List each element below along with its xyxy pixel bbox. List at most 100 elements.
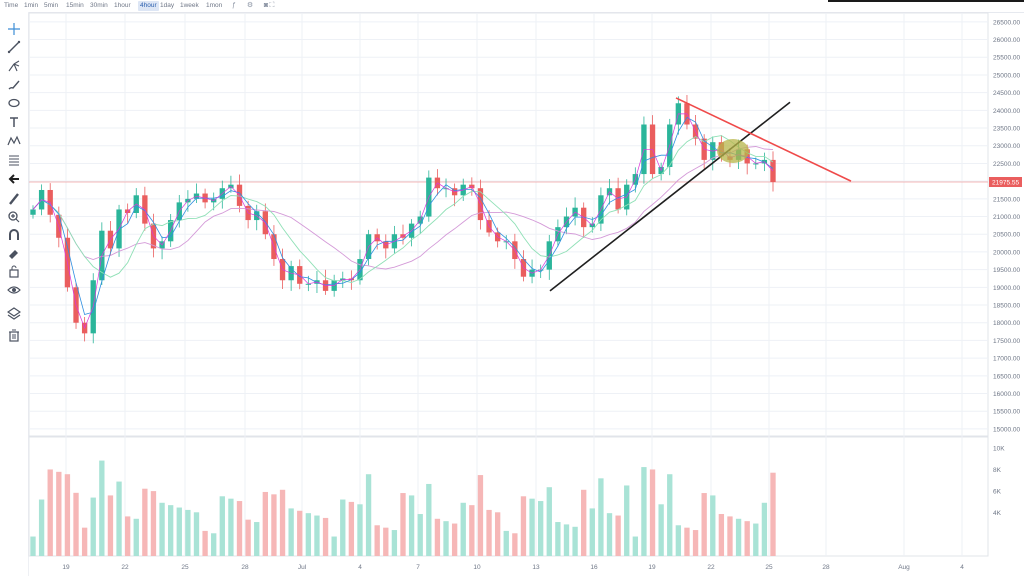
volume-bar bbox=[56, 471, 62, 556]
legend-toggle-icon[interactable] bbox=[112, 52, 121, 61]
candle-body bbox=[288, 266, 294, 281]
volume-bar bbox=[598, 478, 604, 556]
lock-draw-icon[interactable] bbox=[7, 246, 21, 260]
timeframe-4hour[interactable]: 4hour bbox=[138, 1, 159, 11]
layers-icon[interactable] bbox=[7, 306, 21, 320]
volume-bar bbox=[460, 502, 466, 556]
watermark-text: Chart by TradingView bbox=[57, 415, 125, 422]
x-tick-label: 25 bbox=[181, 564, 189, 571]
y-tick-label: 16500.00 bbox=[993, 373, 1020, 380]
volume-bar bbox=[348, 501, 355, 556]
volume-bar bbox=[512, 533, 518, 556]
legend-toggle-icon[interactable] bbox=[112, 41, 121, 50]
candle-body bbox=[99, 230, 105, 281]
timeframe-1hour[interactable]: 1hour bbox=[114, 2, 131, 9]
timeframe-1mon[interactable]: 1mon bbox=[206, 2, 223, 9]
volume-bar bbox=[168, 505, 174, 556]
candle-body bbox=[262, 211, 268, 235]
legend-toggle-icon[interactable] bbox=[101, 52, 110, 61]
measure-icon[interactable] bbox=[7, 192, 21, 206]
candle-body bbox=[649, 124, 656, 175]
y-tick-label: 21000.00 bbox=[993, 214, 1020, 221]
timeframe-1day[interactable]: 1day bbox=[160, 2, 175, 9]
candle-body bbox=[202, 193, 208, 203]
lock-icon[interactable] bbox=[7, 264, 21, 278]
legend-toggle-icon[interactable] bbox=[101, 41, 110, 50]
volume-bar bbox=[632, 536, 638, 556]
legend-toggle-icon[interactable] bbox=[112, 30, 121, 39]
candle-body bbox=[710, 142, 716, 160]
timeframe-5min[interactable]: 5min bbox=[44, 2, 59, 9]
volume-bar bbox=[297, 510, 303, 556]
ma-legend-3[interactable]: MA (60, close, 0) 22241.88 bbox=[32, 63, 152, 72]
crosshair-icon[interactable] bbox=[7, 22, 21, 36]
timeframe-15min[interactable]: 15min bbox=[66, 2, 84, 9]
y-tick-label: 23000.00 bbox=[993, 143, 1020, 150]
arrow-left-icon[interactable] bbox=[7, 172, 21, 186]
candle-body bbox=[254, 211, 260, 221]
candle-body bbox=[606, 188, 613, 196]
candle-body bbox=[56, 214, 62, 238]
legend-toggle-icon[interactable] bbox=[101, 30, 110, 39]
text-icon[interactable] bbox=[7, 115, 21, 129]
volume-bar bbox=[124, 516, 131, 556]
volume-bar bbox=[546, 487, 552, 556]
pitchfork-icon[interactable] bbox=[7, 59, 21, 73]
symbol-label[interactable]: BTC/USDT, 240, Huobi bbox=[32, 20, 115, 29]
timeframe-time[interactable]: Time bbox=[4, 2, 19, 9]
candle-body bbox=[116, 209, 122, 249]
legend-toggle-icon[interactable] bbox=[90, 41, 99, 50]
current-price-tag bbox=[989, 177, 1022, 188]
candle-body bbox=[546, 241, 552, 270]
candle-body bbox=[460, 184, 466, 196]
y-tick-label: 26500.00 bbox=[993, 19, 1020, 26]
volume-bar bbox=[692, 530, 699, 556]
legend-toggle-icon[interactable] bbox=[90, 30, 99, 39]
tradingview-watermark[interactable]: Chart by TradingView bbox=[40, 413, 125, 425]
ma-legend-2[interactable]: MA (30, close, 0) 22873.95 bbox=[32, 52, 152, 61]
ma-legend-1[interactable]: MA (10, close, 0) 22474.08 bbox=[32, 41, 152, 50]
legend-toggle-icon[interactable] bbox=[90, 63, 99, 72]
volume-bar bbox=[581, 489, 587, 556]
trash-icon[interactable] bbox=[7, 328, 21, 342]
volume-bar bbox=[374, 525, 380, 556]
y-tick-label: 15500.00 bbox=[993, 409, 1020, 416]
trendline-icon[interactable] bbox=[7, 40, 21, 54]
pattern-icon[interactable] bbox=[7, 134, 21, 148]
volume-bar bbox=[288, 508, 294, 556]
ma-legend-label: MA (5, close, 0) bbox=[32, 31, 78, 38]
candle-body bbox=[632, 174, 638, 185]
zoom-icon[interactable] bbox=[7, 210, 21, 224]
ma-legend-0[interactable]: MA (5, close, 0) 22552.86 bbox=[32, 30, 152, 39]
settings-icon[interactable]: ⚙ bbox=[246, 2, 254, 9]
volume-bar bbox=[150, 491, 157, 556]
x-tick-label: 19 bbox=[62, 564, 70, 571]
candle-body bbox=[494, 232, 501, 242]
candle-body bbox=[73, 287, 79, 323]
candle-body bbox=[228, 184, 234, 189]
candle-body bbox=[770, 159, 776, 183]
candle-body bbox=[133, 195, 139, 213]
shape-icon[interactable] bbox=[7, 96, 21, 110]
volume-bar bbox=[236, 501, 243, 556]
brush-icon[interactable] bbox=[7, 78, 21, 92]
magnet-icon[interactable] bbox=[7, 228, 21, 242]
legend-toggle-icon[interactable] bbox=[112, 63, 121, 72]
candle-body bbox=[314, 280, 320, 284]
legend-toggle-icon[interactable] bbox=[90, 52, 99, 61]
volume-bar bbox=[555, 522, 561, 556]
legend-toggle-icon[interactable] bbox=[101, 63, 110, 72]
ma60-line bbox=[32, 146, 774, 270]
timeframe-1min[interactable]: 1min bbox=[24, 2, 39, 9]
timeframe-30min[interactable]: 30min bbox=[90, 2, 108, 9]
camera-icon[interactable]: ◙ bbox=[263, 2, 269, 9]
indicators-icon[interactable]: ƒ bbox=[232, 2, 236, 9]
candle-body bbox=[297, 266, 303, 284]
volume-bar bbox=[641, 467, 647, 556]
fullscreen-icon[interactable]: ⛶ bbox=[269, 2, 275, 9]
eye-icon[interactable] bbox=[7, 283, 21, 297]
candle-body bbox=[348, 278, 355, 281]
timeframe-1week[interactable]: 1week bbox=[180, 2, 199, 9]
fib-icon[interactable] bbox=[7, 153, 21, 167]
